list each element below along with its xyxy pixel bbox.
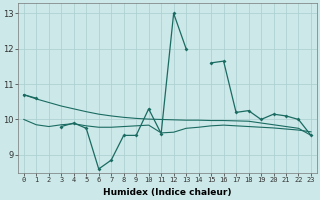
X-axis label: Humidex (Indice chaleur): Humidex (Indice chaleur): [103, 188, 232, 197]
